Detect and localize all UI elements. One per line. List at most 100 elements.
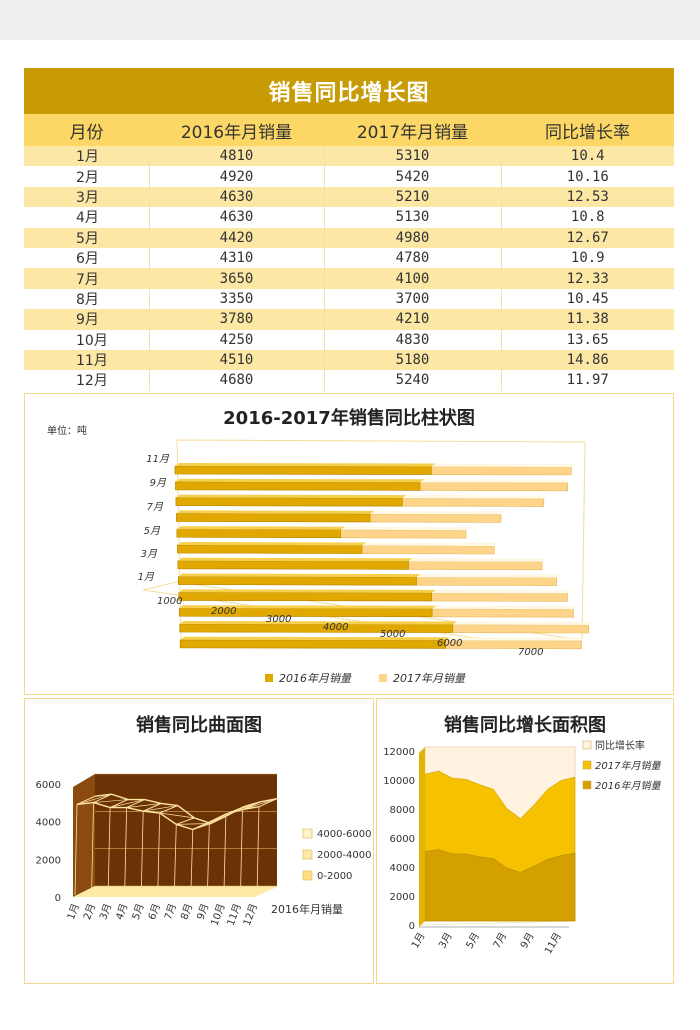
cell-sales-2017: 5420 <box>323 166 501 187</box>
bar-chart: 11月 9月 7月 5月 3月 1月 1000 2000 3000 4000 5000 6000 700… <box>138 439 593 658</box>
bar-y-tick: 11月 <box>146 454 170 465</box>
surface-chart-panel: 销售同比曲面图 0 2000 4000 6000 1月 2月 3月 4月 5月 6月 7月 8月 9月 1… <box>24 698 374 984</box>
table-row: 11月 4510 5180 14.86 <box>24 349 674 371</box>
surface-mesh-line <box>142 803 162 812</box>
cell-sales-2016: 4250 <box>148 329 324 350</box>
cell-month: 8月 <box>24 288 149 310</box>
bar-y-tick: 3月 <box>141 549 158 560</box>
area-x-tick: 9月 <box>518 931 537 951</box>
bar-chart-title: 2016-2017年销售同比柱状图 <box>223 408 475 429</box>
table-title: 销售同比增长图 <box>24 68 674 114</box>
cell-month: 12月 <box>24 370 149 391</box>
surface-x-tick: 6月 <box>146 902 163 921</box>
surface-drop-line <box>223 814 227 896</box>
bar-2016-11月 <box>175 481 421 491</box>
surface-mesh-line <box>126 799 145 808</box>
surface-drop-line <box>190 829 194 896</box>
area-y-tick: 6000 <box>390 834 415 845</box>
cell-sales-2017: 4830 <box>323 329 501 350</box>
header-sales-2016: 2016年月销量 <box>149 114 324 146</box>
bar-x-tick: 4000 <box>323 622 348 633</box>
bar-x-tick: 2000 <box>211 606 236 617</box>
surface-legend-swatch <box>302 849 313 860</box>
surface-drop-line <box>74 804 78 896</box>
cell-month: 10月 <box>24 329 149 350</box>
cell-month: 1月 <box>24 146 149 167</box>
surface-y-tick: 4000 <box>36 818 61 829</box>
surface-diag-line <box>93 799 129 803</box>
cell-month: 5月 <box>24 227 149 248</box>
bar-2016-top-6月 <box>177 557 413 562</box>
surface-diag-line <box>110 799 145 808</box>
surface-diag-line <box>176 823 211 825</box>
area-legend-label: 2017年月销量 <box>595 760 661 772</box>
cell-sales-2016: 4510 <box>148 349 324 371</box>
surface-mesh-line <box>258 798 278 808</box>
cell-sales-2017: 4210 <box>323 309 501 330</box>
legend-label-2016: 2016年月销量 <box>279 672 351 685</box>
area-x-tick: 3月 <box>436 931 455 951</box>
cell-sales-2016: 4310 <box>148 247 324 269</box>
cell-month: 7月 <box>24 268 149 289</box>
legend-swatch-2017 <box>379 674 387 682</box>
table-row: 1月 4810 5310 10.4 <box>24 146 674 167</box>
surface-diag-line <box>242 798 278 810</box>
bar-2016-top-5月 <box>178 573 421 578</box>
surface-legend-label: 4000-6000 <box>317 829 372 840</box>
area-legend-label: 2016年月销量 <box>595 780 661 792</box>
surface-drop-line <box>206 822 210 896</box>
surface-drop-line <box>124 807 128 896</box>
bar-2016-top-4月 <box>178 589 436 593</box>
cell-growth-rate: 11.97 <box>500 370 674 391</box>
surface-drop-line <box>256 806 260 896</box>
area-chart-panel: 销售同比增长面积图 0 2000 4000 6000 8000 10000 12000 1月 3… <box>376 698 674 984</box>
table-row: 9月 3780 4210 11.38 <box>24 309 674 330</box>
area-legend-swatch <box>582 780 592 790</box>
cell-growth-rate: 13.65 <box>500 329 674 350</box>
surface-legend-swatch <box>302 870 313 881</box>
cell-month: 6月 <box>24 247 149 269</box>
bar-2016-top-8月 <box>176 526 345 530</box>
cell-sales-2016: 3650 <box>148 268 324 289</box>
surface-legend-label: 0-2000 <box>317 871 352 882</box>
table-row: 4月 4630 5130 10.8 <box>24 207 674 228</box>
cell-month: 9月 <box>24 309 149 330</box>
cell-sales-2017: 4980 <box>323 227 501 248</box>
surface-diag-line <box>126 803 162 808</box>
bar-2016-2月 <box>179 623 454 633</box>
header-growth-rate: 同比增长率 <box>501 114 674 146</box>
surface-y-tick: 2000 <box>36 855 61 866</box>
bar-chart-legend: 2016年月销量 2017年月销量 <box>265 670 465 686</box>
surface-x-tick: 8月 <box>178 902 195 921</box>
surface-mesh-line <box>109 799 129 808</box>
cell-sales-2016: 4630 <box>148 186 324 208</box>
bar-y-tick: 9月 <box>150 478 167 489</box>
bar-y-tick: 1月 <box>138 572 155 583</box>
cell-sales-2017: 5240 <box>323 370 501 391</box>
surface-x-tick: 4月 <box>114 902 131 921</box>
bar-y-tick: 7月 <box>147 502 164 513</box>
bar-2016-top-2月 <box>179 621 457 625</box>
cell-month: 4月 <box>24 207 149 228</box>
cell-sales-2016: 4920 <box>148 166 324 187</box>
area-gridline <box>418 920 576 926</box>
area-x-tick: 7月 <box>491 931 510 951</box>
cell-growth-rate: 10.16 <box>500 166 674 187</box>
cell-sales-2016: 3780 <box>148 309 324 330</box>
cell-month: 3月 <box>24 186 149 208</box>
area-y-tick: 0 <box>409 921 415 932</box>
cell-sales-2016: 4420 <box>148 227 324 248</box>
top-gray-bar <box>0 0 700 40</box>
surface-mesh-line <box>159 805 178 814</box>
bar-2016-12月 <box>174 465 432 475</box>
surface-back-line <box>94 793 278 825</box>
surface-y-tick: 6000 <box>36 780 61 791</box>
surface-floor <box>73 886 277 897</box>
cell-growth-rate: 14.86 <box>500 349 674 371</box>
area-chart-title: 销售同比增长面积图 <box>444 715 606 736</box>
surface-x-tick: 3月 <box>97 902 114 921</box>
bar-2016-top-10月 <box>175 494 407 499</box>
table-header-row: 月份 2016年月销量 2017年月销量 同比增长率 <box>24 114 674 146</box>
cell-sales-2017: 5130 <box>323 207 501 228</box>
